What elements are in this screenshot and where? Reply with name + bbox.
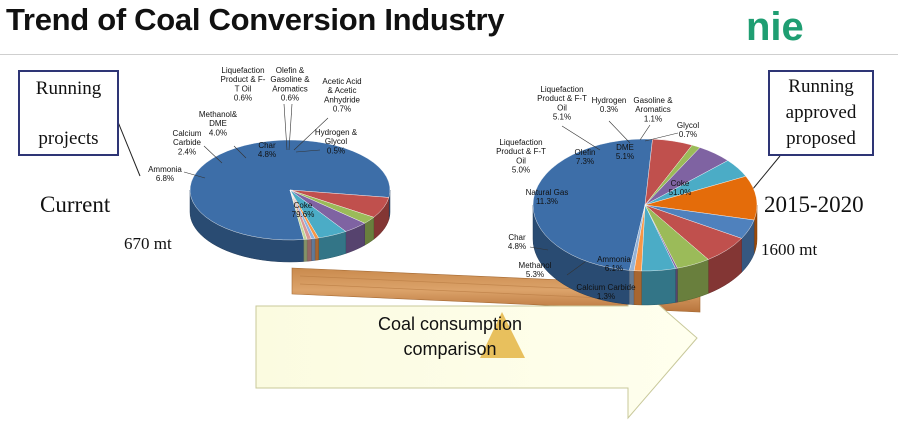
pie-label-ammonia: Ammonia 6.1% (597, 255, 631, 273)
pie-label-natural-gas: Natural Gas 11.3% (526, 188, 569, 206)
pie-leader-line (293, 117, 329, 151)
pie-label-char: Char 4.8% (508, 233, 526, 251)
pie-leader-line (529, 246, 549, 251)
callout-line: projects (38, 128, 99, 149)
pie-leader-line (288, 103, 293, 151)
pie-slice-hydrogen-glycol (289, 189, 308, 240)
title-divider (0, 54, 898, 55)
pie-label-calcium-carbide: Calcium Carbide 1.3% (576, 283, 636, 301)
pie-side-hydrogen-glycol (303, 238, 308, 262)
arrow-caption-line: comparison (403, 339, 497, 359)
pie-slice-coke (532, 138, 653, 271)
pie-leader-line (566, 261, 586, 276)
pie-chart-2015-2020: Coke 51.0% Ammonia 6.1% Calcium Carbide 1.3% M… (496, 85, 758, 306)
pie-label-methanol-dme: Methanol& DME 4.0% (199, 110, 238, 137)
pie-label-glycol: Glycol 0.7% (677, 121, 699, 139)
pie-label-olefin-gasoline-aromatics: Olefin & Gasoline & Aromatics 0.6% (270, 66, 310, 103)
pie-label-olefin: Olefin 7.3% (575, 148, 596, 166)
pie-label-coke: Coke 51.0% (669, 179, 692, 197)
callout-line: Running (788, 76, 854, 97)
pie-label-hydrogen: Hydrogen 0.3% (592, 96, 627, 114)
label-period: 2015-2020 (764, 192, 864, 217)
total-current: 670 mt (124, 234, 172, 253)
pie-leader-line (283, 103, 288, 151)
pie-label-coke: Coke 79.6% (292, 201, 315, 219)
pie-leader-line (639, 124, 651, 141)
pie-side-olefin-gasoline-aromatics (311, 238, 316, 262)
arrow-caption-line: Coal consumption (377, 314, 523, 334)
slide-title: Trend of Coal Conversion Industry (6, 2, 505, 37)
pie-label-gasoline-aromatics: Gasoline & Aromatics 1.1% (633, 96, 673, 123)
pie-label-liquefaction-product-f-t-oil: Liquefaction Product & F-T Oil 5.1% (537, 85, 587, 122)
nie-logo: nie (746, 5, 804, 49)
callout-line: Running (35, 78, 102, 99)
logo-text: nie (746, 5, 804, 49)
pie-leader-line (295, 149, 321, 153)
pie-side-hydrogen (675, 267, 678, 303)
pie-side-liquefaction-product-f-t-oil (314, 237, 319, 261)
pie-label-calcium-carbide: Calcium Carbide 2.4% (173, 129, 202, 156)
pie-leader-line (561, 125, 601, 151)
pie-label-methanol: Methanol 5.3% (519, 261, 552, 279)
pie-label-char: Char 4.8% (258, 141, 276, 159)
callout-line: approved (785, 102, 857, 123)
callout-running-projects: Running projects (18, 70, 119, 156)
pie-leader-line (644, 132, 679, 142)
arrow-caption: Coal consumption comparison (325, 312, 575, 362)
pie-leader-line (183, 171, 206, 179)
pie-leader-line (608, 120, 631, 144)
pie-side-acetic-acid-acetic-anhydride (306, 238, 312, 262)
pie-label-hydrogen-glycol: Hydrogen & Glycol 0.5% (315, 128, 358, 155)
callout-running-approved-proposed: Running approved proposed (768, 70, 874, 156)
pie-label-acetic-acid-acetic-anhydride: Acetic Acid & Acetic Anhydride 0.7% (322, 77, 361, 114)
label-current: Current (40, 192, 111, 217)
callout-line: proposed (786, 128, 856, 149)
pie-slice-glycol (629, 204, 646, 271)
total-2015-2020: 1600 mt (761, 240, 818, 259)
pie-leader-line (233, 145, 247, 159)
pie-label-liquefaction-product-f-t-oil: Liquefaction Product & F-T Oil 0.6% (221, 66, 266, 103)
callout-left-leader (117, 121, 141, 177)
pyramid-decoration (480, 312, 525, 358)
pie-label-dme: DME 5.1% (616, 143, 634, 161)
pie-label-ammonia: Ammonia 6.8% (148, 165, 182, 183)
callout-right-leader (751, 155, 781, 191)
pie-leader-line (203, 145, 223, 164)
pie-chart-current: Coke 79.6% Ammonia 6.8% Calcium Carbide 2.4%Me… (148, 66, 391, 263)
pie-slice-natural-gas (644, 176, 758, 221)
pie-label-liquefaction-product-f-t-oil: Liquefaction Product & F-T Oil 5.0% (496, 138, 546, 175)
pie-side-dme (641, 268, 676, 306)
